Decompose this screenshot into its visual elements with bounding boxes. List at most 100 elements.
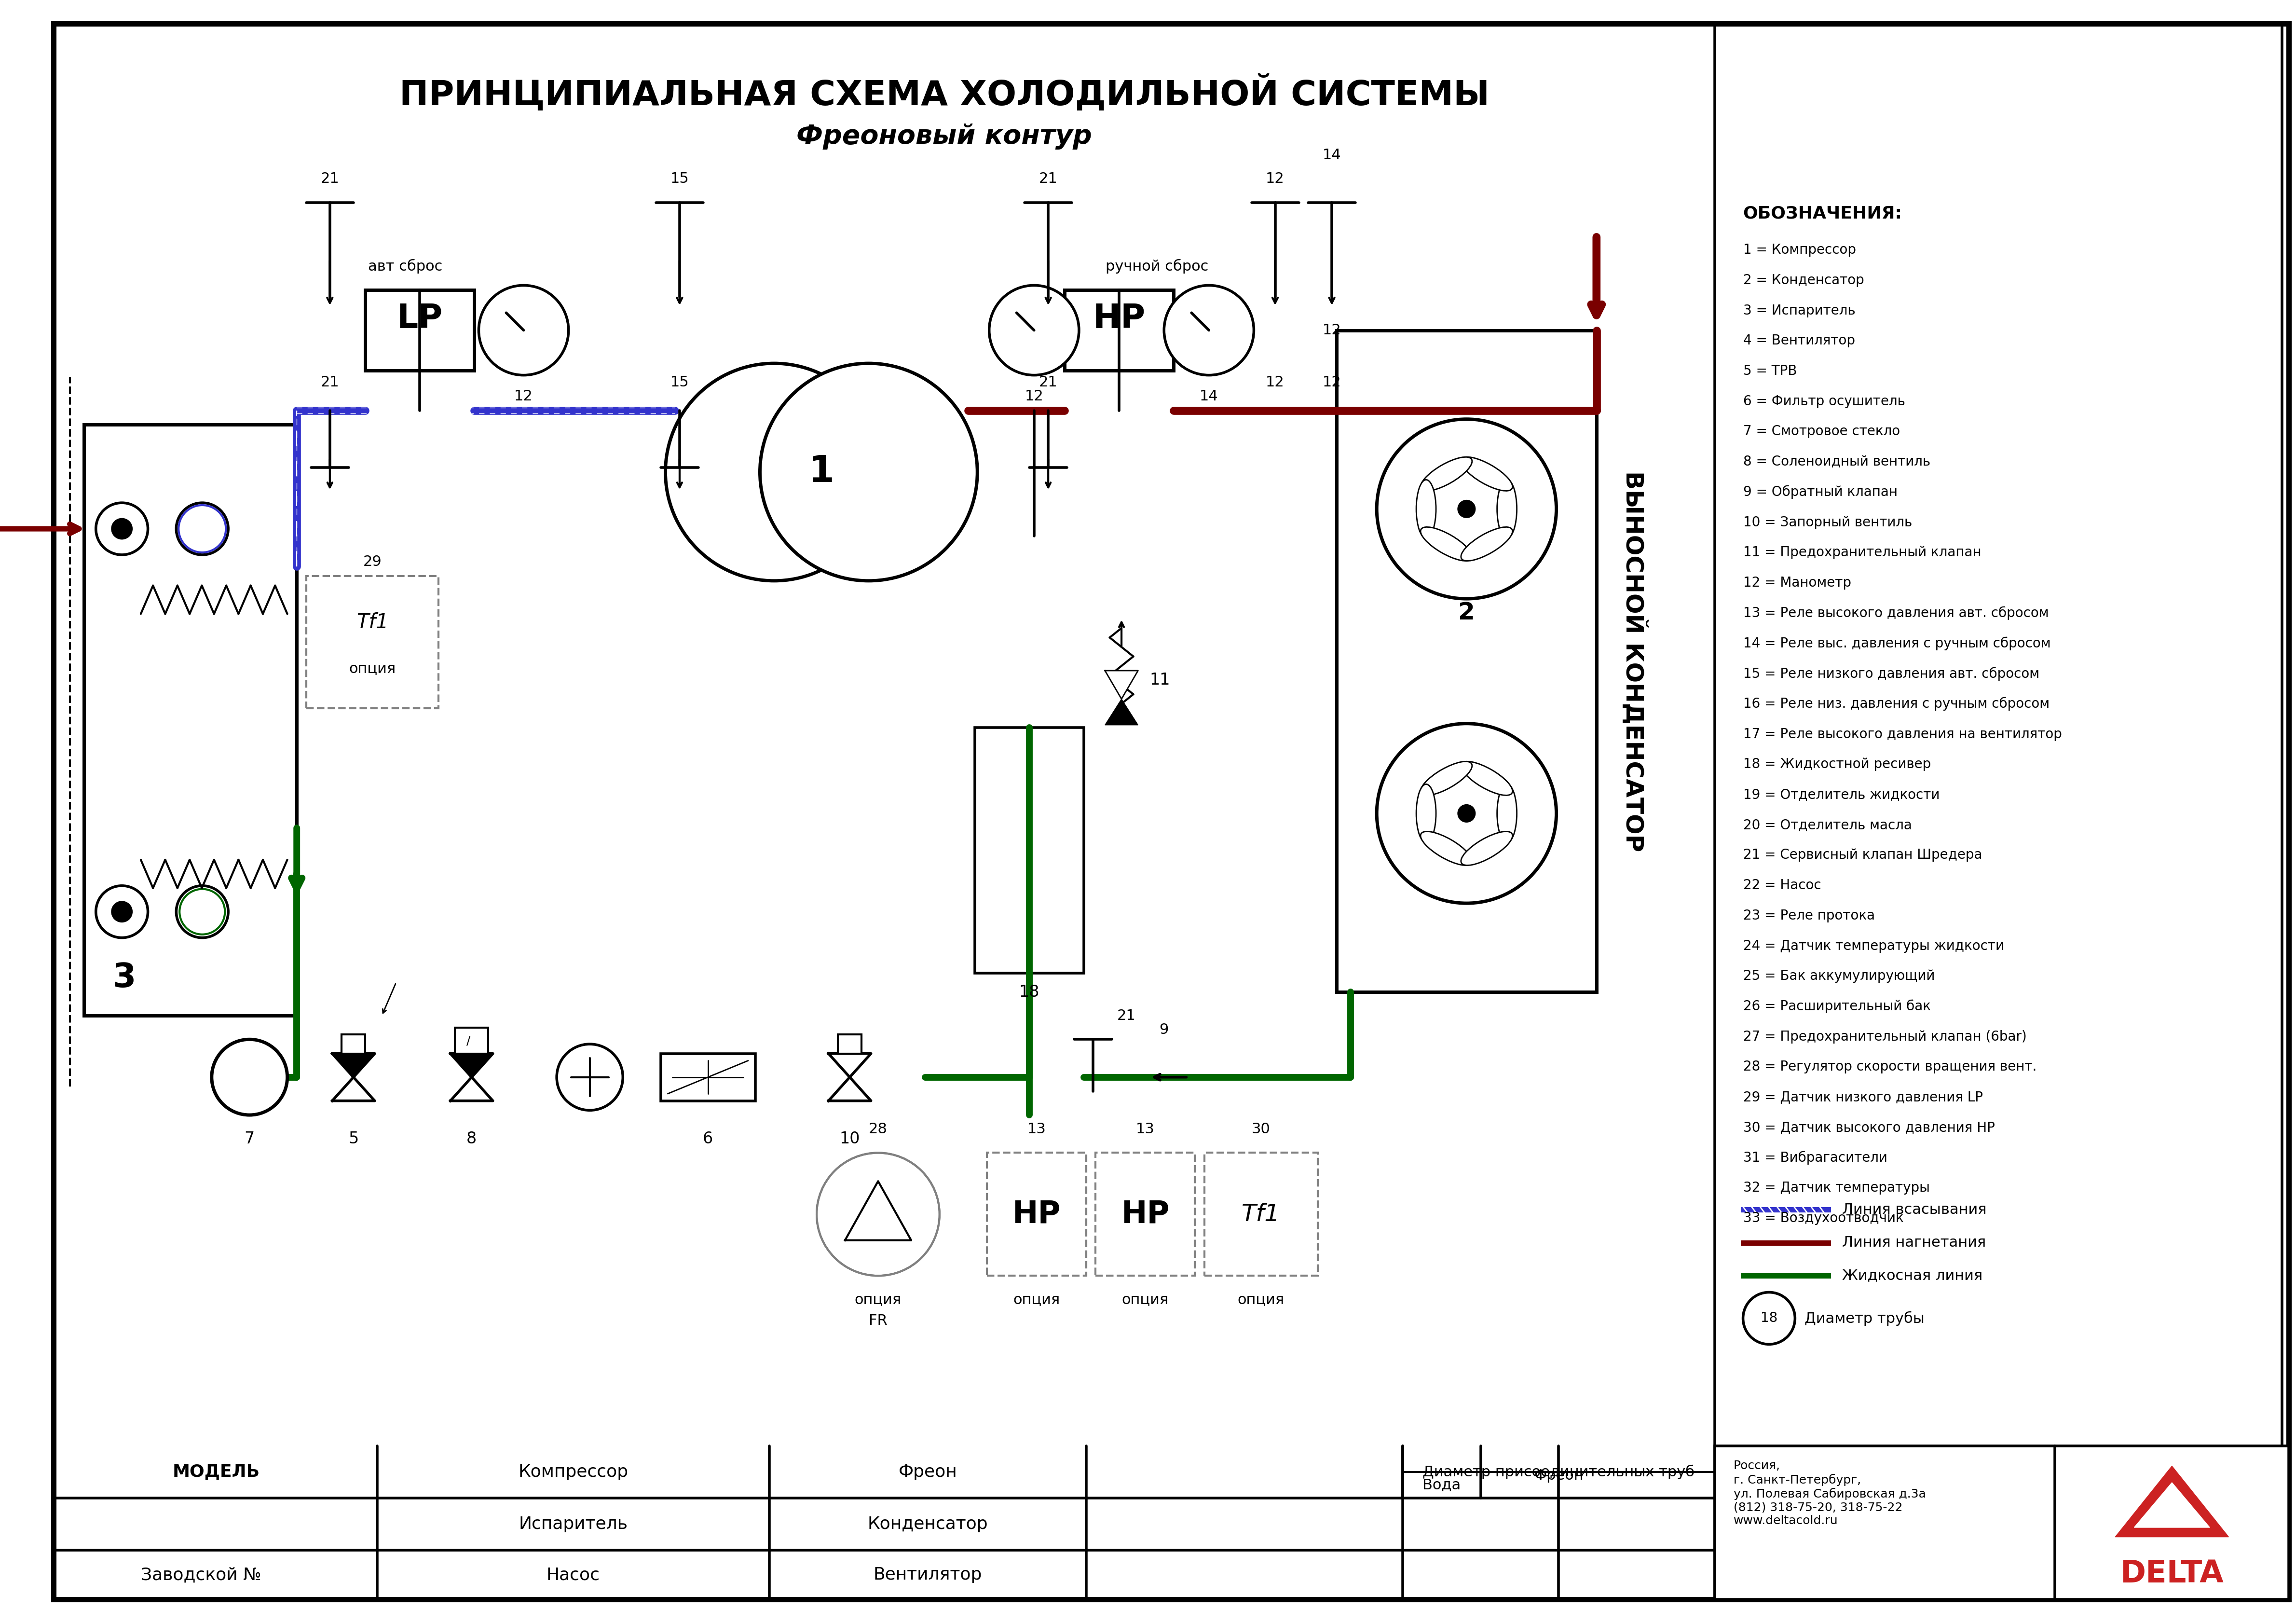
Text: 6 = Фильтр осушитель: 6 = Фильтр осушитель bbox=[1743, 394, 1906, 407]
Text: 19 = Отделитель жидкости: 19 = Отделитель жидкости bbox=[1743, 787, 1940, 802]
Circle shape bbox=[817, 1152, 939, 1276]
Text: 10: 10 bbox=[840, 1131, 861, 1146]
Text: Tf1: Tf1 bbox=[1242, 1203, 1281, 1225]
Circle shape bbox=[211, 1039, 287, 1115]
Text: Вентилятор: Вентилятор bbox=[872, 1566, 983, 1582]
Bar bbox=[987, 1152, 1086, 1276]
Text: 10 = Запорный вентиль: 10 = Запорный вентиль bbox=[1743, 516, 1913, 529]
Text: 13: 13 bbox=[1026, 1121, 1045, 1136]
Text: 31 = Вибрагасители: 31 = Вибрагасители bbox=[1743, 1151, 1887, 1165]
Text: МОДЕЛЬ: МОДЕЛЬ bbox=[172, 1464, 259, 1480]
Text: 9: 9 bbox=[1159, 1022, 1169, 1037]
Circle shape bbox=[1378, 724, 1557, 904]
Bar bbox=[305, 576, 439, 709]
Text: DELTA: DELTA bbox=[2119, 1558, 2225, 1589]
Ellipse shape bbox=[1421, 831, 1472, 865]
Circle shape bbox=[990, 286, 1079, 375]
Text: Линия всасывания: Линия всасывания bbox=[1841, 1203, 1986, 1217]
Text: Жидкосная линия: Жидкосная линия bbox=[1841, 1269, 1984, 1282]
Bar bbox=[838, 1034, 861, 1053]
Text: опция: опция bbox=[1013, 1292, 1061, 1307]
Text: Линия нагнетания: Линия нагнетания bbox=[1841, 1235, 1986, 1250]
Text: 18 = Жидкостной ресивер: 18 = Жидкостной ресивер bbox=[1743, 758, 1931, 771]
Text: 30 = Датчик высокого давления HP: 30 = Датчик высокого давления HP bbox=[1743, 1120, 1995, 1134]
Text: 7 = Смотровое стекло: 7 = Смотровое стекло bbox=[1743, 425, 1899, 438]
Text: 1: 1 bbox=[808, 454, 833, 490]
Ellipse shape bbox=[1460, 458, 1513, 490]
Text: Испаритель: Испаритель bbox=[519, 1516, 627, 1532]
Text: 21: 21 bbox=[1116, 1010, 1137, 1022]
Text: HP: HP bbox=[1093, 302, 1146, 334]
Bar bbox=[976, 727, 1084, 974]
Bar bbox=[85, 425, 296, 1016]
Text: 21: 21 bbox=[1038, 172, 1058, 187]
Text: 18: 18 bbox=[1019, 984, 1040, 1000]
Text: 12 = Манометр: 12 = Манометр bbox=[1743, 576, 1851, 589]
Ellipse shape bbox=[1417, 480, 1435, 539]
Text: 12: 12 bbox=[1322, 375, 1341, 390]
Ellipse shape bbox=[1421, 458, 1472, 490]
Text: опция: опция bbox=[854, 1292, 902, 1307]
Text: FR: FR bbox=[868, 1313, 889, 1328]
Circle shape bbox=[179, 505, 225, 552]
Text: Заводской №: Заводской № bbox=[140, 1566, 262, 1582]
Text: 2 = Конденсатор: 2 = Конденсатор bbox=[1743, 274, 1864, 287]
Circle shape bbox=[113, 902, 131, 922]
Ellipse shape bbox=[1417, 784, 1435, 842]
Polygon shape bbox=[450, 1078, 494, 1100]
Text: 21: 21 bbox=[1038, 375, 1058, 390]
Ellipse shape bbox=[1460, 761, 1513, 795]
Text: 5: 5 bbox=[349, 1131, 358, 1146]
Text: 32 = Датчик температуры: 32 = Датчик температуры bbox=[1743, 1182, 1929, 1195]
Text: ОБОЗНАЧЕНИЯ:: ОБОЗНАЧЕНИЯ: bbox=[1743, 206, 1901, 222]
Bar bbox=[1715, 1446, 2289, 1600]
Ellipse shape bbox=[1497, 480, 1518, 539]
Circle shape bbox=[666, 364, 884, 581]
Text: 8: 8 bbox=[466, 1131, 478, 1146]
Text: 29 = Датчик низкого давления LP: 29 = Датчик низкого давления LP bbox=[1743, 1091, 1984, 1104]
Text: Россия,
г. Санкт-Петербург,
ул. Полевая Сабировская д.3а
(812) 318-75-20, 318-75: Россия, г. Санкт-Петербург, ул. Полевая … bbox=[1733, 1461, 1926, 1527]
Polygon shape bbox=[845, 1182, 912, 1240]
Bar bbox=[455, 1027, 489, 1053]
Ellipse shape bbox=[1497, 784, 1518, 842]
Text: ПРИНЦИПИАЛЬНАЯ СХЕМА ХОЛОДИЛЬНОЙ СИСТЕМЫ: ПРИНЦИПИАЛЬНАЯ СХЕМА ХОЛОДИЛЬНОЙ СИСТЕМЫ bbox=[400, 75, 1490, 112]
Circle shape bbox=[1458, 805, 1474, 821]
Text: 9 = Обратный клапан: 9 = Обратный клапан bbox=[1743, 485, 1896, 498]
Text: 1 = Компрессор: 1 = Компрессор bbox=[1743, 243, 1855, 256]
Polygon shape bbox=[2115, 1466, 2229, 1537]
Text: 12: 12 bbox=[1265, 375, 1283, 390]
Ellipse shape bbox=[1421, 527, 1472, 562]
Text: опция: опция bbox=[1238, 1292, 1283, 1307]
Polygon shape bbox=[1104, 670, 1139, 700]
Text: 28: 28 bbox=[868, 1121, 889, 1136]
Text: 13: 13 bbox=[1137, 1121, 1155, 1136]
Text: 12: 12 bbox=[1024, 390, 1042, 404]
Text: HP: HP bbox=[1013, 1199, 1061, 1229]
Circle shape bbox=[96, 503, 147, 555]
Circle shape bbox=[113, 519, 131, 539]
Text: ВЫНОСНОЙ КОНДЕНСАТОР: ВЫНОСНОЙ КОНДЕНСАТОР bbox=[1621, 471, 1649, 852]
Text: /: / bbox=[466, 1035, 471, 1047]
Bar bbox=[1203, 1152, 1318, 1276]
Text: Конденсатор: Конденсатор bbox=[868, 1516, 987, 1532]
Text: авт сброс: авт сброс bbox=[367, 260, 443, 274]
Text: 21: 21 bbox=[321, 375, 340, 390]
Text: 4 = Вентилятор: 4 = Вентилятор bbox=[1743, 334, 1855, 347]
Ellipse shape bbox=[1460, 527, 1513, 562]
Circle shape bbox=[1458, 500, 1474, 518]
Text: Насос: Насос bbox=[546, 1566, 599, 1582]
Text: 16 = Реле низ. давления с ручным сбросом: 16 = Реле низ. давления с ручным сбросом bbox=[1743, 698, 2050, 711]
Bar bbox=[365, 291, 473, 370]
Text: 15: 15 bbox=[670, 375, 689, 390]
Polygon shape bbox=[450, 1053, 494, 1078]
Bar bbox=[1715, 23, 2282, 1600]
Text: 3 = Испаритель: 3 = Испаритель bbox=[1743, 304, 1855, 316]
Text: 6: 6 bbox=[703, 1131, 714, 1146]
Bar bbox=[342, 1034, 365, 1053]
Text: 29: 29 bbox=[363, 555, 381, 570]
Polygon shape bbox=[1104, 700, 1139, 725]
Text: 14 = Реле выс. давления с ручным сбросом: 14 = Реле выс. давления с ручным сбросом bbox=[1743, 636, 2050, 651]
Polygon shape bbox=[2133, 1482, 2209, 1527]
Circle shape bbox=[179, 889, 225, 935]
Text: 3: 3 bbox=[113, 962, 135, 993]
